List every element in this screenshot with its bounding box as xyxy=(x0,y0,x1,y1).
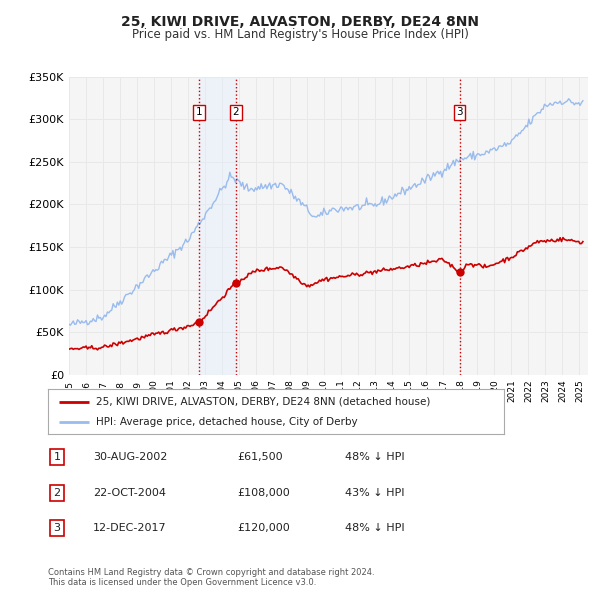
Bar xyxy=(199,77,236,375)
Text: £120,000: £120,000 xyxy=(237,523,290,533)
Text: 48% ↓ HPI: 48% ↓ HPI xyxy=(345,523,404,533)
Text: 1: 1 xyxy=(53,453,61,462)
Text: 25, KIWI DRIVE, ALVASTON, DERBY, DE24 8NN: 25, KIWI DRIVE, ALVASTON, DERBY, DE24 8N… xyxy=(121,15,479,29)
Text: 2: 2 xyxy=(53,488,61,497)
Text: £61,500: £61,500 xyxy=(237,453,283,462)
Text: 30-AUG-2002: 30-AUG-2002 xyxy=(93,453,167,462)
Text: 2: 2 xyxy=(233,107,239,117)
Text: 1: 1 xyxy=(196,107,203,117)
Text: 12-DEC-2017: 12-DEC-2017 xyxy=(93,523,167,533)
Text: £108,000: £108,000 xyxy=(237,488,290,497)
Text: 48% ↓ HPI: 48% ↓ HPI xyxy=(345,453,404,462)
Text: Contains HM Land Registry data © Crown copyright and database right 2024.
This d: Contains HM Land Registry data © Crown c… xyxy=(48,568,374,587)
Text: Price paid vs. HM Land Registry's House Price Index (HPI): Price paid vs. HM Land Registry's House … xyxy=(131,28,469,41)
Text: 3: 3 xyxy=(53,523,61,533)
Text: 43% ↓ HPI: 43% ↓ HPI xyxy=(345,488,404,497)
Text: HPI: Average price, detached house, City of Derby: HPI: Average price, detached house, City… xyxy=(96,417,358,427)
Text: 22-OCT-2004: 22-OCT-2004 xyxy=(93,488,166,497)
Text: 3: 3 xyxy=(456,107,463,117)
Text: 25, KIWI DRIVE, ALVASTON, DERBY, DE24 8NN (detached house): 25, KIWI DRIVE, ALVASTON, DERBY, DE24 8N… xyxy=(96,397,430,407)
